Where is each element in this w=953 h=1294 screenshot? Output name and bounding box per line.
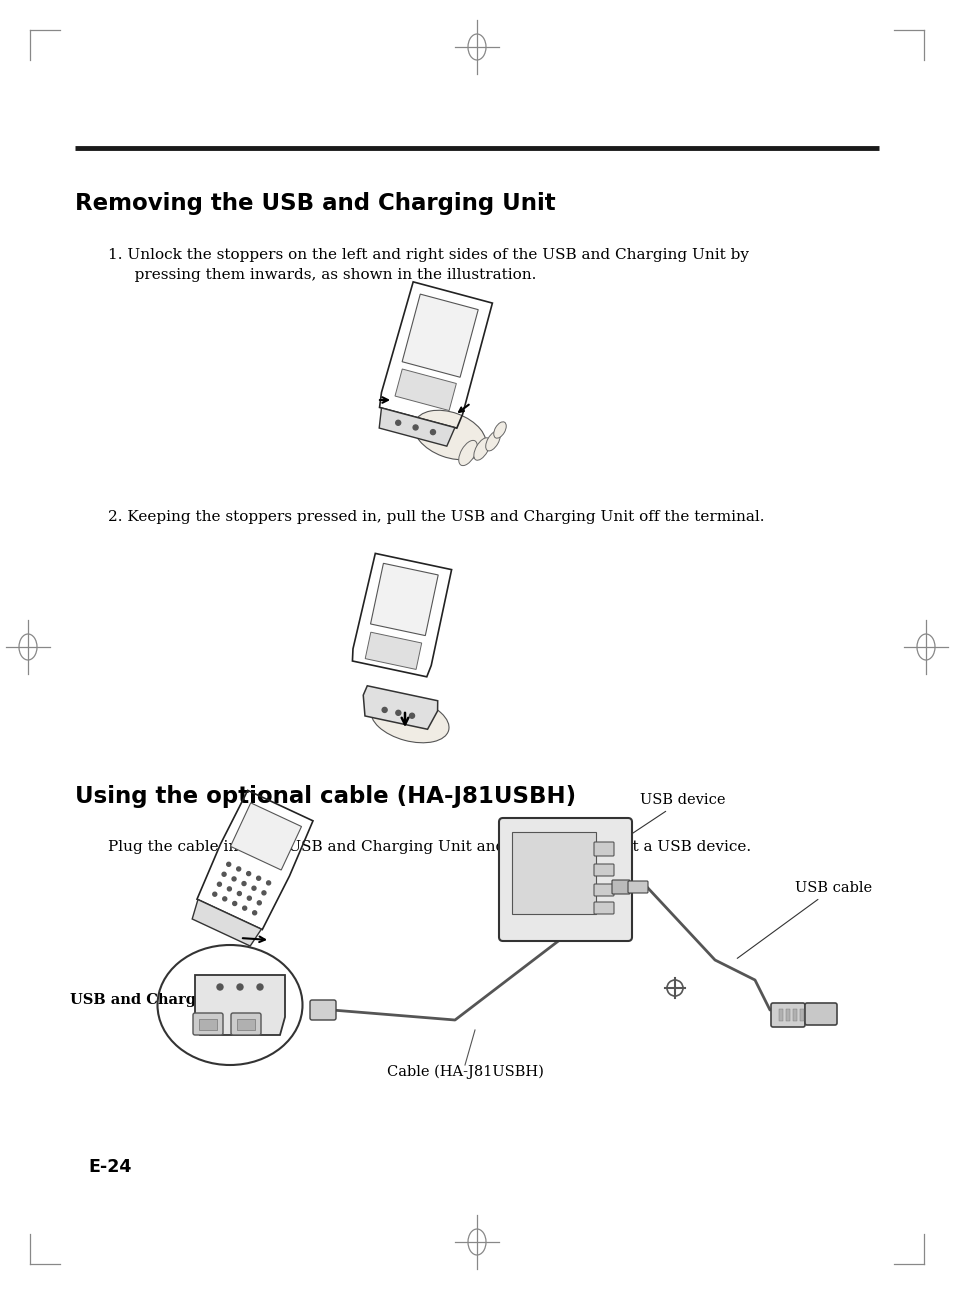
Circle shape: [413, 424, 417, 430]
Text: 1. Unlock the stoppers on the left and right sides of the USB and Charging Unit : 1. Unlock the stoppers on the left and r…: [108, 248, 748, 261]
Circle shape: [233, 902, 236, 906]
Text: E-24: E-24: [88, 1158, 132, 1176]
Text: Removing the USB and Charging Unit: Removing the USB and Charging Unit: [75, 192, 555, 215]
FancyBboxPatch shape: [594, 864, 614, 876]
Ellipse shape: [371, 697, 449, 743]
Circle shape: [430, 430, 435, 435]
Circle shape: [236, 867, 240, 871]
Circle shape: [252, 886, 255, 890]
Circle shape: [395, 710, 400, 716]
Circle shape: [213, 892, 216, 897]
Circle shape: [266, 881, 271, 885]
Circle shape: [257, 901, 261, 905]
FancyBboxPatch shape: [792, 1009, 796, 1021]
Polygon shape: [395, 369, 456, 410]
Polygon shape: [363, 686, 437, 730]
Circle shape: [216, 983, 223, 990]
Circle shape: [409, 713, 415, 718]
FancyBboxPatch shape: [804, 1003, 836, 1025]
Circle shape: [237, 892, 241, 895]
Circle shape: [232, 877, 235, 881]
FancyBboxPatch shape: [193, 1013, 223, 1035]
FancyBboxPatch shape: [785, 1009, 789, 1021]
Circle shape: [242, 906, 247, 910]
Circle shape: [217, 883, 221, 886]
FancyBboxPatch shape: [231, 1013, 261, 1035]
Circle shape: [256, 983, 263, 990]
Circle shape: [256, 876, 260, 880]
Circle shape: [227, 862, 231, 866]
FancyBboxPatch shape: [310, 1000, 335, 1020]
FancyBboxPatch shape: [498, 818, 631, 941]
FancyBboxPatch shape: [627, 881, 647, 893]
Circle shape: [382, 708, 387, 713]
Circle shape: [222, 897, 227, 901]
Polygon shape: [365, 633, 421, 669]
FancyBboxPatch shape: [236, 1018, 254, 1030]
Ellipse shape: [485, 431, 499, 450]
Text: Plug the cable into the USB and Charging Unit and use it to connect a USB device: Plug the cable into the USB and Charging…: [108, 840, 750, 854]
Circle shape: [242, 881, 246, 885]
Circle shape: [222, 872, 226, 876]
Circle shape: [262, 890, 266, 895]
Polygon shape: [378, 408, 455, 446]
Ellipse shape: [474, 437, 490, 461]
Text: USB cable: USB cable: [737, 881, 871, 959]
Polygon shape: [192, 899, 261, 946]
Circle shape: [253, 911, 256, 915]
FancyBboxPatch shape: [594, 884, 614, 895]
FancyBboxPatch shape: [770, 1003, 804, 1027]
FancyBboxPatch shape: [800, 1009, 803, 1021]
Text: pressing them inwards, as shown in the illustration.: pressing them inwards, as shown in the i…: [120, 268, 536, 282]
Circle shape: [247, 872, 251, 876]
Ellipse shape: [494, 422, 506, 439]
Circle shape: [227, 886, 232, 890]
FancyBboxPatch shape: [594, 902, 614, 914]
Text: Cable (HA-J81USBH): Cable (HA-J81USBH): [386, 1065, 543, 1079]
FancyBboxPatch shape: [612, 880, 629, 894]
FancyBboxPatch shape: [199, 1018, 216, 1030]
Ellipse shape: [458, 440, 476, 466]
FancyBboxPatch shape: [594, 842, 614, 857]
Text: USB device: USB device: [629, 793, 724, 836]
FancyBboxPatch shape: [512, 832, 596, 914]
Ellipse shape: [414, 410, 486, 459]
Polygon shape: [231, 802, 301, 870]
Text: 2. Keeping the stoppers pressed in, pull the USB and Charging Unit off the termi: 2. Keeping the stoppers pressed in, pull…: [108, 510, 763, 524]
Circle shape: [236, 983, 243, 990]
Polygon shape: [370, 563, 437, 635]
Text: USB and Charging Unit: USB and Charging Unit: [70, 992, 263, 1007]
Polygon shape: [402, 294, 477, 378]
FancyBboxPatch shape: [779, 1009, 782, 1021]
Circle shape: [395, 421, 400, 426]
Circle shape: [247, 897, 251, 901]
Text: Using the optional cable (HA-J81USBH): Using the optional cable (HA-J81USBH): [75, 785, 576, 807]
Polygon shape: [194, 974, 285, 1035]
